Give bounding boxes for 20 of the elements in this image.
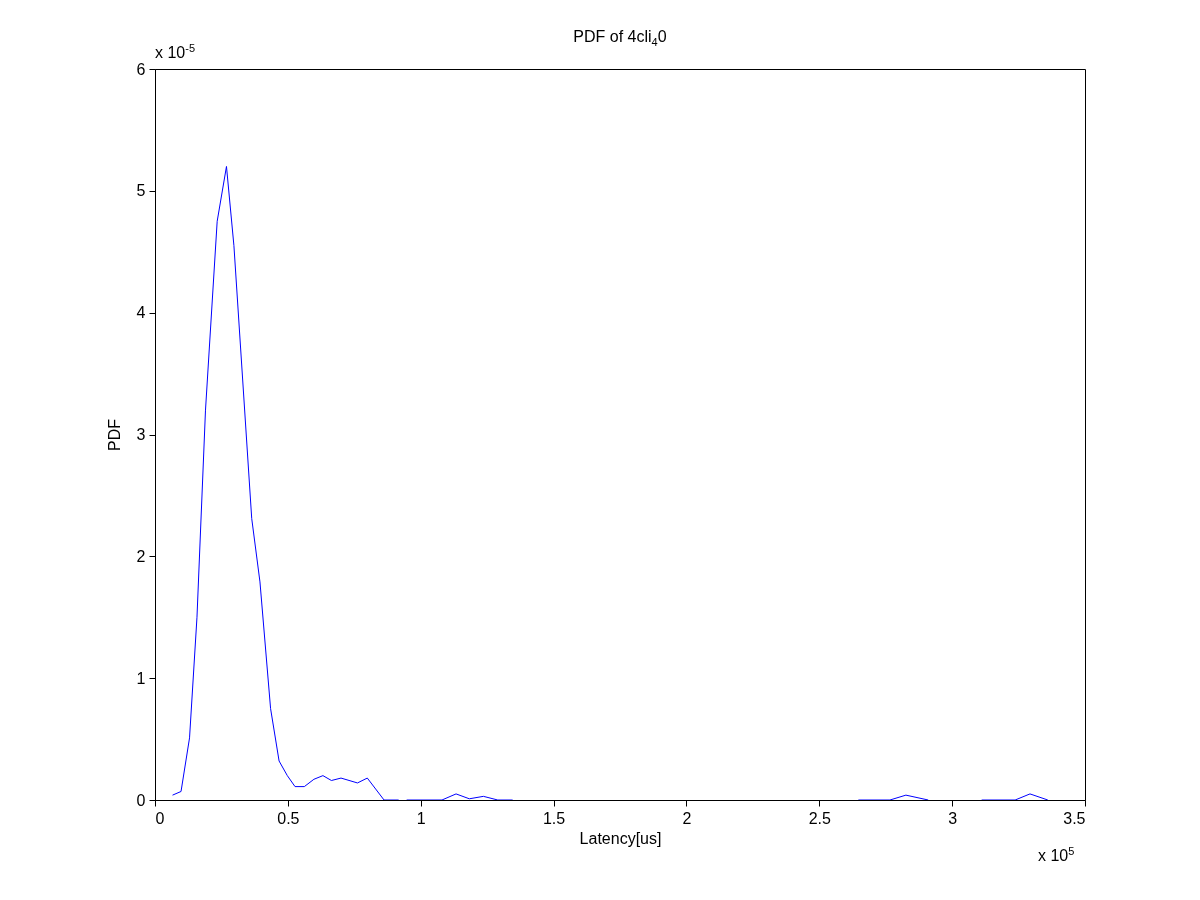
y-tick-label: 3 [136,426,146,443]
x-tick-label: 3 [948,809,958,827]
text: x 10$^{-5}$ [155,42,196,63]
y-tick-label: 5 [136,182,146,200]
y-tick-label: 1 [136,669,146,687]
x-tick-label: 1.5 [542,809,566,827]
x-axis-title: Latency[us] [579,829,662,847]
y-tick-label: 0 [136,791,146,809]
x-tick-label: 0 [155,809,165,827]
text: x 10$^{5}$ [1038,845,1075,866]
x-tick-label: 1 [416,809,426,827]
x-tick-label: 3.5 [1063,809,1086,827]
y-axis-title: PDF [105,418,123,451]
x-tick-label: 0.5 [277,809,300,827]
y-tick-label: 2 [136,547,146,565]
y-tick-label: 4 [136,304,146,322]
y-tick-label: 6 [136,60,146,78]
x-tick-label: 2 [682,809,692,827]
x-tick-label: 2.5 [808,809,831,827]
chart-title: PDF of 4cli$_{4}$0 [573,28,667,49]
